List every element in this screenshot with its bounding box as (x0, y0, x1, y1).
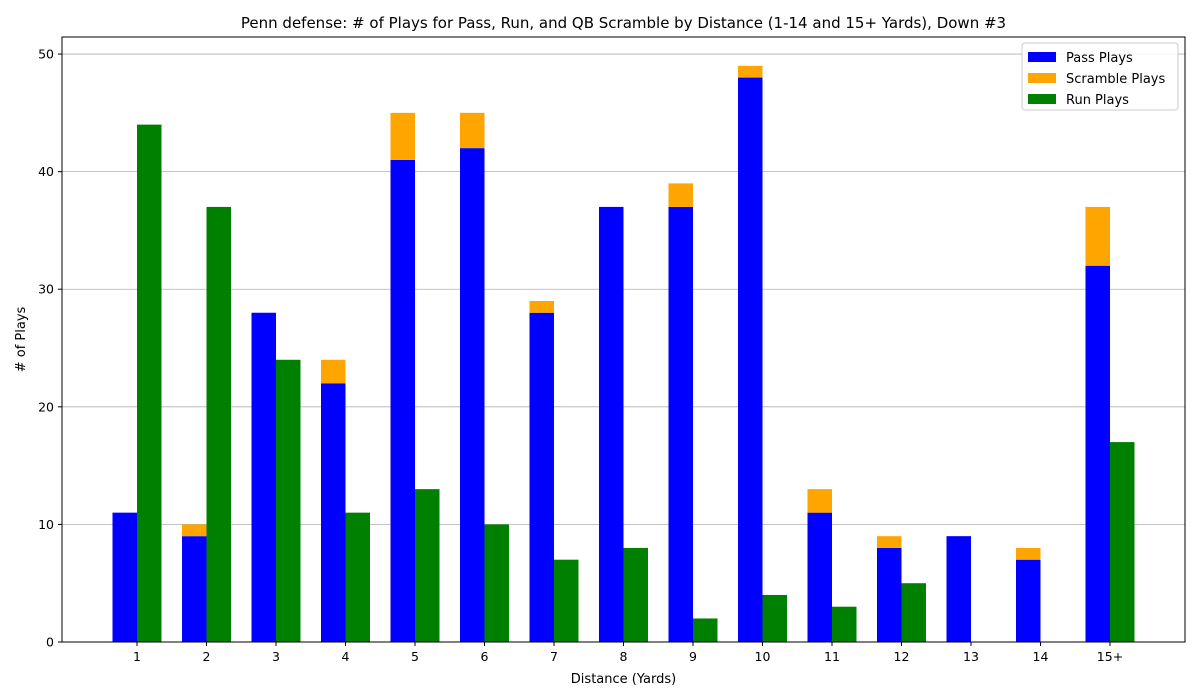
x-tick-label: 9 (689, 649, 697, 664)
pass-plays-bar (1016, 559, 1041, 642)
pass-plays-bar (112, 512, 137, 642)
x-tick-label: 6 (481, 649, 489, 664)
y-tick-label: 20 (38, 399, 54, 414)
pass-plays-bar (877, 547, 902, 642)
scramble-plays-bar (1016, 547, 1041, 560)
x-tick-label: 7 (550, 649, 558, 664)
run-plays-bar (415, 489, 440, 642)
pass-plays-bar (807, 512, 832, 642)
run-plays-bar (137, 124, 162, 642)
x-tick-label: 3 (272, 649, 280, 664)
x-tick-label: 14 (1033, 649, 1049, 664)
x-tick-label: 5 (411, 649, 419, 664)
pass-plays-bar (321, 383, 346, 642)
scramble-plays-bar (877, 536, 902, 548)
pass-plays-bar (668, 206, 693, 642)
legend-entry: Scramble Plays (1066, 72, 1165, 87)
pass-plays-bar (599, 206, 624, 642)
run-plays-bar (832, 606, 857, 642)
run-plays-bar (276, 359, 301, 642)
scramble-plays-bar (321, 359, 346, 384)
x-tick-label: 15+ (1097, 649, 1123, 664)
scramble-plays-bar (738, 65, 763, 78)
pass-plays-bar (946, 536, 971, 642)
y-axis-label: # of Plays (14, 306, 29, 372)
run-plays-bar (345, 512, 370, 642)
run-plays-bar (623, 547, 648, 642)
y-tick-label: 30 (38, 282, 54, 297)
pass-plays-bar (390, 159, 415, 642)
legend-swatch (1028, 52, 1056, 62)
run-plays-bar (901, 583, 926, 642)
y-tick-label: 50 (38, 47, 54, 62)
x-tick-label: 1 (133, 649, 141, 664)
x-tick-label: 4 (342, 649, 350, 664)
pass-plays-bar (251, 312, 276, 642)
legend-box (1021, 42, 1179, 111)
y-tick-label: 40 (38, 164, 54, 179)
x-tick-label: 11 (824, 649, 840, 664)
scramble-plays-bar (1085, 206, 1110, 266)
x-tick-label: 13 (963, 649, 979, 664)
x-tick-label: 8 (620, 649, 628, 664)
legend-swatch (1028, 94, 1056, 104)
legend-entry: Pass Plays (1066, 51, 1133, 66)
run-plays-bar (762, 594, 787, 642)
scramble-plays-bar (460, 112, 485, 149)
y-tick-label: 0 (46, 635, 54, 650)
x-tick-label: 2 (203, 649, 211, 664)
legend-swatch (1028, 73, 1056, 83)
scramble-plays-bar (807, 489, 832, 513)
y-tick-label: 10 (38, 517, 54, 532)
scramble-plays-bar (182, 524, 207, 537)
x-tick-label: 10 (755, 649, 771, 664)
pass-plays-bar (182, 536, 207, 642)
legend-entry: Run Plays (1066, 93, 1129, 108)
run-plays-bar (693, 618, 718, 642)
scramble-plays-bar (668, 183, 693, 207)
pass-plays-bar (460, 148, 485, 643)
bars (112, 65, 1135, 643)
pass-plays-bar (529, 312, 554, 642)
legend: Pass Plays Scramble Plays Run Plays (1021, 42, 1179, 111)
scramble-plays-bar (529, 300, 554, 313)
pass-plays-bar (1085, 265, 1110, 642)
chart-title: Penn defense: # of Plays for Pass, Run, … (241, 14, 1006, 32)
run-plays-bar (484, 524, 509, 642)
run-plays-bar (206, 206, 231, 642)
x-tick-label: 12 (894, 649, 910, 664)
run-plays-bar (554, 559, 579, 642)
run-plays-bar (1110, 442, 1135, 642)
scramble-plays-bar (390, 112, 415, 160)
pass-plays-bar (738, 77, 763, 643)
x-axis-label: Distance (Yards) (571, 672, 676, 687)
